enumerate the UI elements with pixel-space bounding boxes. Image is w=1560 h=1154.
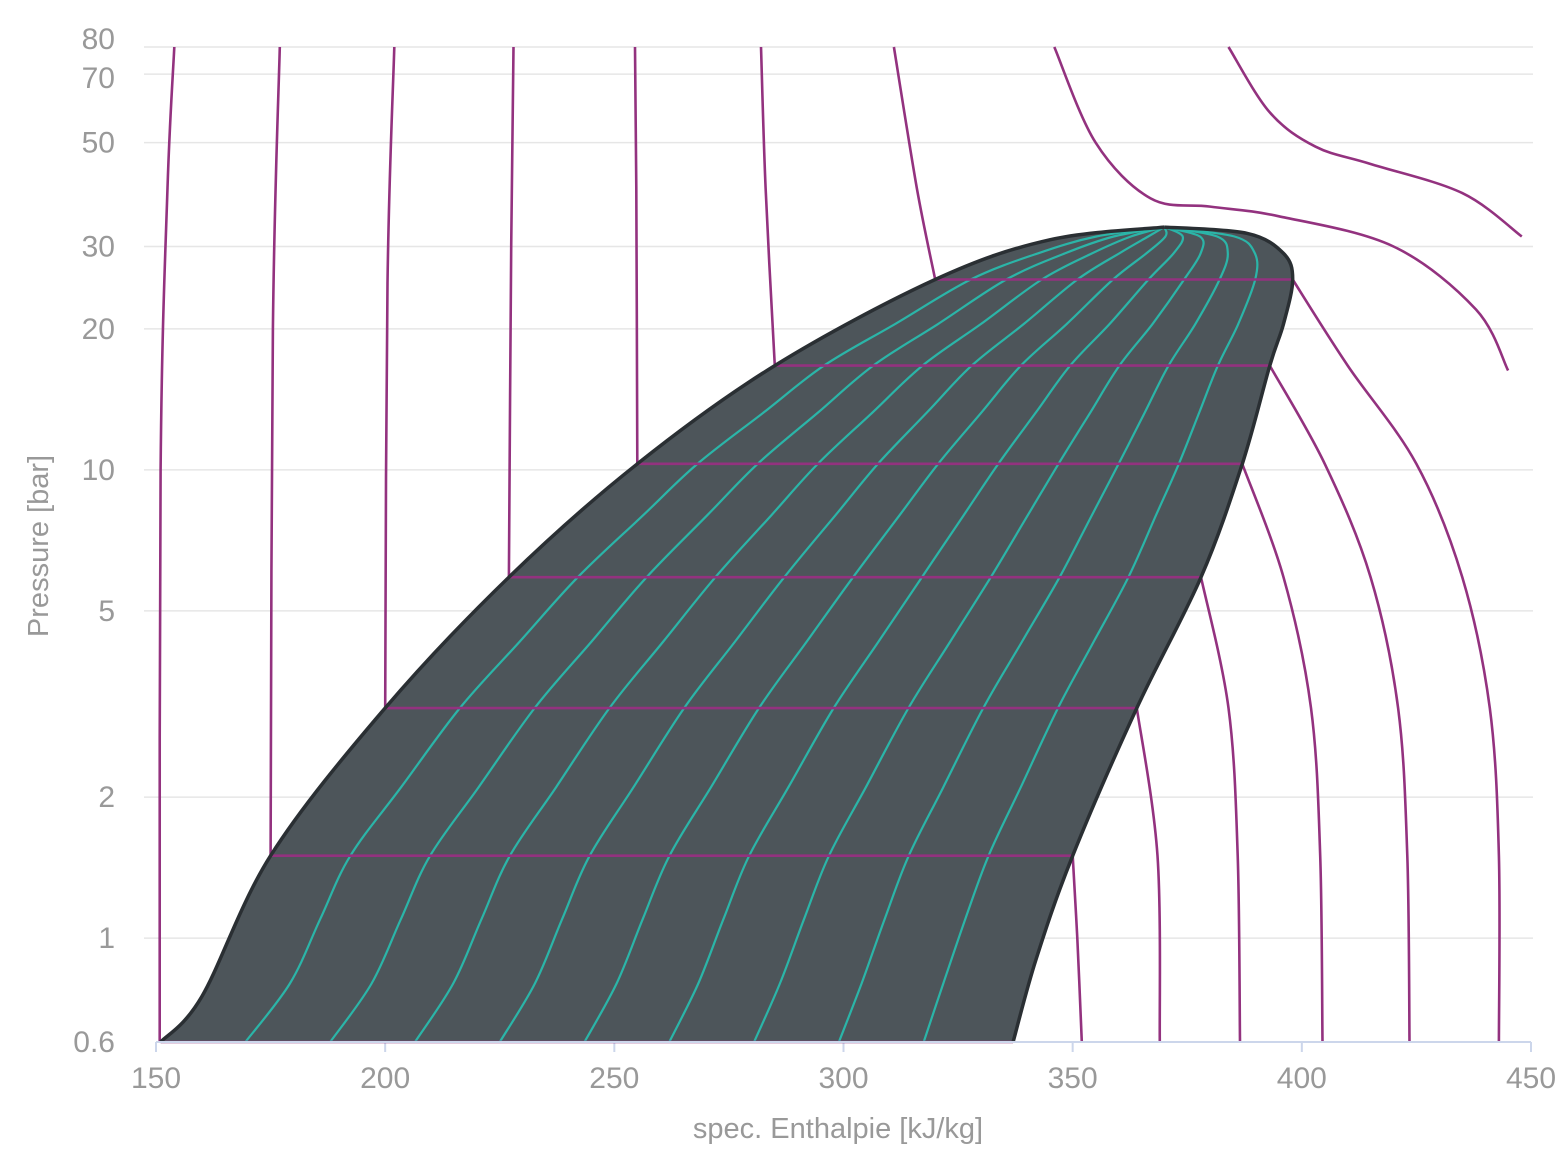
- saturated-liquid-line: [159, 225, 1165, 1044]
- quality-line: [244, 226, 1165, 1043]
- isotherm-line: [1071, 855, 1084, 1043]
- isotherm-line: [892, 46, 937, 280]
- x-tick-label: 300: [818, 1062, 868, 1095]
- two-phase-region: [160, 227, 1293, 1043]
- x-tick-label: 400: [1277, 1062, 1327, 1095]
- isotherm-line: [759, 46, 777, 366]
- vapor-quality-lines: [244, 226, 1259, 1043]
- y-tick-label: 10: [82, 454, 115, 487]
- y-tick-label: 80: [82, 23, 115, 56]
- y-tick-label: 70: [82, 62, 115, 95]
- isotherm-lines: [158, 46, 1523, 1044]
- x-axis-title: spec. Enthalpie [kJ/kg]: [693, 1113, 983, 1145]
- y-tick-label: 0.6: [73, 1026, 115, 1059]
- isotherm-line: [1135, 707, 1162, 1043]
- x-tick-label: 350: [1048, 1062, 1098, 1095]
- isotherm-line: [1199, 576, 1242, 1043]
- quality-line: [753, 226, 1205, 1043]
- saturated-vapor-line: [1011, 225, 1295, 1043]
- isotherm-line: [1241, 463, 1324, 1043]
- quality-line: [922, 226, 1259, 1043]
- y-tick-label: 5: [98, 595, 115, 628]
- quality-line: [668, 226, 1185, 1043]
- quality-line: [837, 226, 1229, 1043]
- saturation-curve: [159, 225, 1295, 1044]
- y-tick-label: 1: [98, 922, 115, 955]
- isotherm-line: [1268, 364, 1411, 1043]
- isotherm-line: [269, 46, 282, 856]
- x-tick-label: 250: [589, 1062, 639, 1095]
- y-tick-label: 30: [82, 230, 115, 263]
- isotherm-line: [507, 46, 515, 578]
- y-tick-label: 20: [82, 313, 115, 346]
- x-tick-label: 150: [131, 1062, 181, 1095]
- isotherm-line: [1227, 46, 1523, 238]
- isotherm-line: [383, 46, 396, 709]
- isotherm-line: [633, 46, 639, 464]
- y-axis-title: Pressure [bar]: [23, 455, 55, 637]
- y-tick-label: 50: [82, 127, 115, 160]
- isotherm-line: [1053, 46, 1510, 372]
- x-tick-label: 200: [360, 1062, 410, 1095]
- y-tick-label: 2: [98, 781, 115, 814]
- two-phase-fill: [160, 227, 1293, 1043]
- tick-labels: 0.6 1 2 5 10 20 30 50 70 80 150 200 250 300 350 400 450: [73, 23, 1556, 1095]
- isotherm-line: [158, 46, 176, 1043]
- isotherm-line: [1291, 278, 1501, 1043]
- x-tick-label: 450: [1506, 1062, 1556, 1095]
